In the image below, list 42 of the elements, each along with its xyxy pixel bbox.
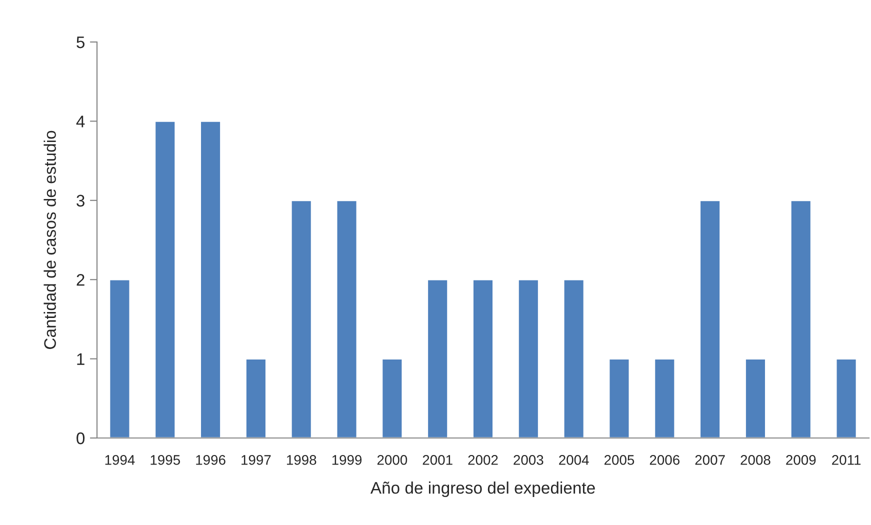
x-tick-label: 2006 bbox=[650, 455, 680, 465]
y-tick-label: 3 bbox=[76, 194, 84, 207]
x-tick-label: 1994 bbox=[105, 455, 135, 465]
y-axis-title: Cantidad de casos de estudio bbox=[44, 130, 56, 349]
x-tick-label: 2000 bbox=[377, 455, 408, 465]
x-tick-label: 2009 bbox=[786, 455, 816, 465]
x-tick-label: 2001 bbox=[422, 455, 452, 465]
bar bbox=[245, 358, 267, 438]
bar bbox=[518, 278, 540, 438]
bar bbox=[790, 200, 812, 438]
bar bbox=[608, 358, 630, 438]
x-tick-label: 2007 bbox=[695, 455, 725, 465]
bar bbox=[835, 358, 858, 438]
bar bbox=[290, 200, 312, 438]
y-tick-label: 5 bbox=[76, 36, 84, 48]
x-tick-label: 1996 bbox=[196, 455, 226, 465]
x-tick-label: 1995 bbox=[150, 455, 180, 465]
bar bbox=[744, 358, 766, 438]
y-tick-label: 4 bbox=[76, 116, 85, 128]
x-tick-label: 2002 bbox=[468, 455, 498, 465]
y-tick-label: 1 bbox=[77, 353, 84, 365]
x-tick-label: 2008 bbox=[740, 455, 770, 465]
bar bbox=[154, 120, 176, 438]
x-tick-label: 1999 bbox=[332, 455, 362, 465]
y-tick-label: 2 bbox=[76, 274, 84, 286]
bar bbox=[108, 278, 131, 438]
bar bbox=[699, 200, 721, 438]
x-axis-title: Año de ingreso del expediente bbox=[370, 482, 595, 498]
bar bbox=[426, 278, 448, 438]
x-tick-label: 2003 bbox=[514, 455, 544, 465]
x-tick-label: 1997 bbox=[242, 455, 271, 465]
bar bbox=[200, 120, 222, 438]
bar bbox=[562, 278, 585, 438]
bar bbox=[336, 200, 358, 438]
x-tick-label: 2005 bbox=[604, 455, 634, 465]
bar bbox=[381, 358, 404, 438]
y-tick-label: 0 bbox=[76, 432, 85, 444]
bar bbox=[472, 278, 494, 438]
x-tick-label: 1998 bbox=[286, 455, 316, 465]
x-tick-label: 2004 bbox=[559, 455, 589, 465]
x-tick-label: 2011 bbox=[832, 455, 861, 465]
bar bbox=[654, 358, 676, 438]
